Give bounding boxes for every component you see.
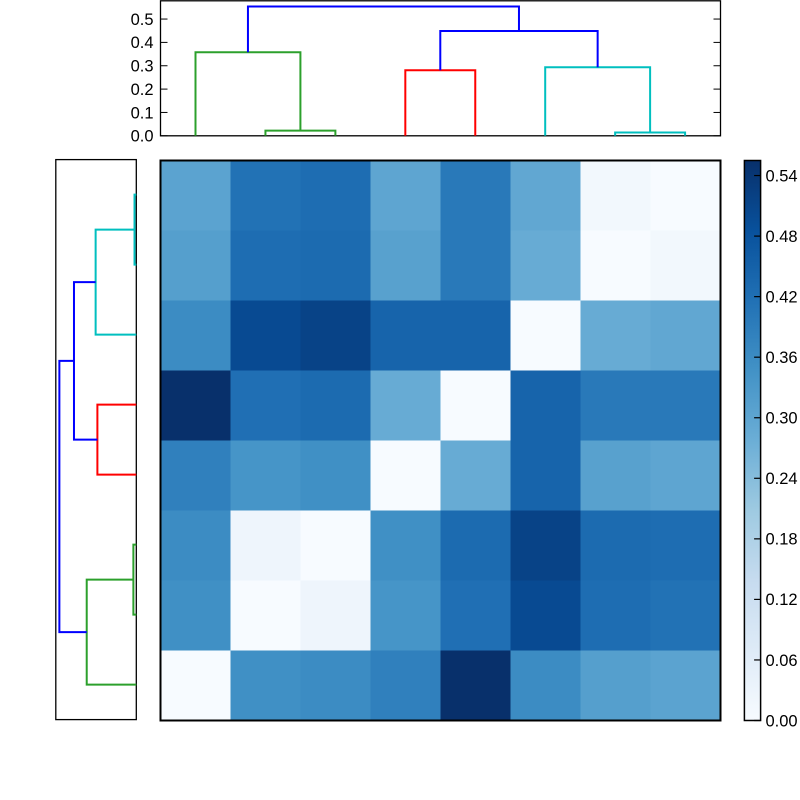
svg-text:0.18: 0.18 [766,531,798,549]
svg-text:0.0: 0.0 [131,128,154,146]
svg-text:0.36: 0.36 [766,349,798,367]
svg-text:0.3: 0.3 [131,58,154,76]
svg-text:0.06: 0.06 [766,652,798,670]
svg-text:0.42: 0.42 [766,288,798,306]
svg-text:0.30: 0.30 [766,410,798,428]
svg-text:0.54: 0.54 [766,167,798,185]
svg-text:0.24: 0.24 [766,470,798,488]
svg-text:0.48: 0.48 [766,228,798,246]
svg-text:0.5: 0.5 [131,11,154,29]
svg-text:0.00: 0.00 [766,712,798,730]
svg-text:0.4: 0.4 [131,34,154,52]
svg-text:0.1: 0.1 [131,104,154,122]
svg-text:0.12: 0.12 [766,591,798,609]
svg-text:0.2: 0.2 [131,81,154,99]
